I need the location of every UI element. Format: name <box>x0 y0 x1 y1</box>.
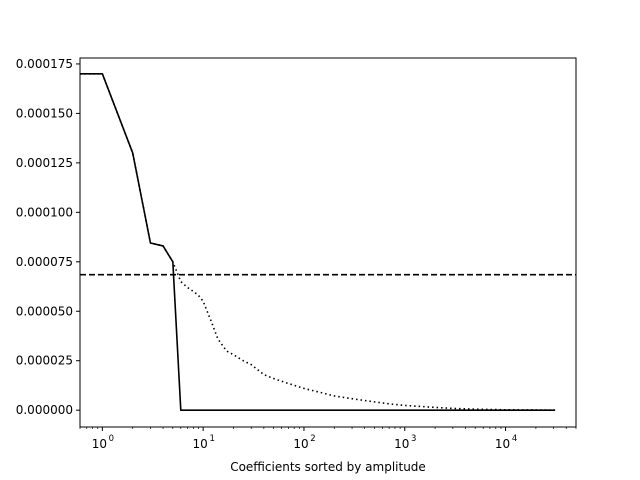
x-tick-label: 10 <box>193 437 208 451</box>
x-axis-label: Coefficients sorted by amplitude <box>230 460 426 474</box>
y-tick-label: 0.000050 <box>16 304 73 318</box>
x-tick-label: 10 <box>92 437 107 451</box>
y-tick-label: 0.000075 <box>16 255 73 269</box>
x-tick-exponent: 0 <box>109 434 114 444</box>
x-tick-label: 10 <box>495 437 510 451</box>
x-tick-exponent: 1 <box>209 434 214 444</box>
x-tick-exponent: 2 <box>310 434 315 444</box>
y-axis: 0.000000 0.000025 0.000050 0.000075 0.000100… <box>16 57 80 417</box>
series-line-solid <box>80 73 556 411</box>
x-axis: 10 0 10 1 10 2 10 3 10 4 <box>79 427 577 451</box>
x-tick-exponent: 3 <box>411 434 416 444</box>
plot-lines <box>80 73 576 411</box>
plot-frame <box>79 57 577 428</box>
x-tick-exponent: 4 <box>512 434 517 444</box>
y-tick-label: 0.000100 <box>16 205 73 219</box>
x-tick-label: 10 <box>293 437 308 451</box>
y-tick-label: 0.000125 <box>16 156 73 170</box>
x-tick-label: 10 <box>394 437 409 451</box>
y-tick-label: 0.000025 <box>16 354 73 368</box>
series-line-dotted <box>80 73 556 411</box>
y-tick-label: 0.000150 <box>16 106 73 120</box>
y-tick-label: 0.000175 <box>16 57 73 71</box>
y-tick-label: 0.000000 <box>16 403 73 417</box>
